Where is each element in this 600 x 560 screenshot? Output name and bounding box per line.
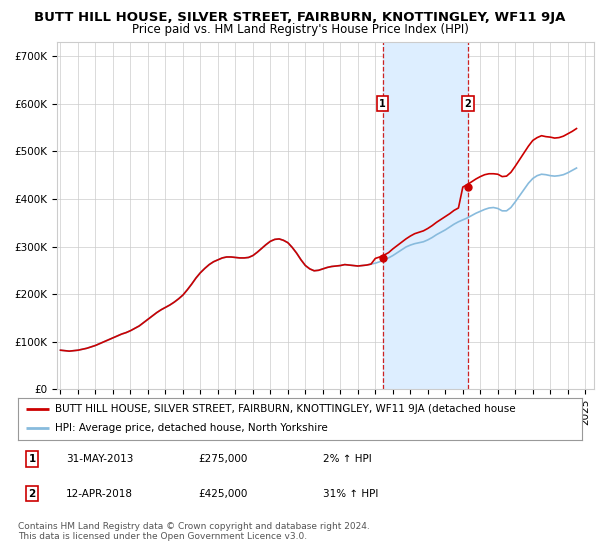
Text: £425,000: £425,000 [199,489,248,499]
Text: £275,000: £275,000 [199,454,248,464]
Text: 31-MAY-2013: 31-MAY-2013 [66,454,133,464]
Text: 1: 1 [28,454,36,464]
Text: Price paid vs. HM Land Registry's House Price Index (HPI): Price paid vs. HM Land Registry's House … [131,22,469,36]
Text: 1: 1 [379,99,386,109]
Text: 2: 2 [464,99,471,109]
Bar [383,42,468,389]
Text: 12-APR-2018: 12-APR-2018 [66,489,133,499]
Text: 2% ↑ HPI: 2% ↑ HPI [323,454,371,464]
Text: HPI: Average price, detached house, North Yorkshire: HPI: Average price, detached house, Nort… [55,423,328,433]
Text: Contains HM Land Registry data © Crown copyright and database right 2024.
This d: Contains HM Land Registry data © Crown c… [18,522,370,542]
Text: BUTT HILL HOUSE, SILVER STREET, FAIRBURN, KNOTTINGLEY, WF11 9JA: BUTT HILL HOUSE, SILVER STREET, FAIRBURN… [34,11,566,25]
Text: 2: 2 [28,489,36,499]
Text: BUTT HILL HOUSE, SILVER STREET, FAIRBURN, KNOTTINGLEY, WF11 9JA (detached house: BUTT HILL HOUSE, SILVER STREET, FAIRBURN… [55,404,515,414]
Text: 31% ↑ HPI: 31% ↑ HPI [323,489,378,499]
